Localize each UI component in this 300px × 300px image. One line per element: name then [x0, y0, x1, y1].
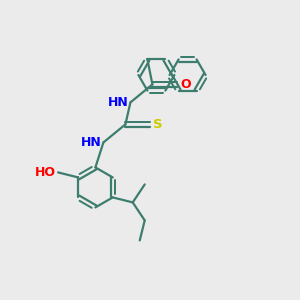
Text: HN: HN [81, 136, 101, 149]
Text: HO: HO [35, 166, 56, 179]
Text: S: S [153, 118, 163, 131]
Text: HN: HN [108, 96, 128, 109]
Text: O: O [180, 78, 191, 91]
